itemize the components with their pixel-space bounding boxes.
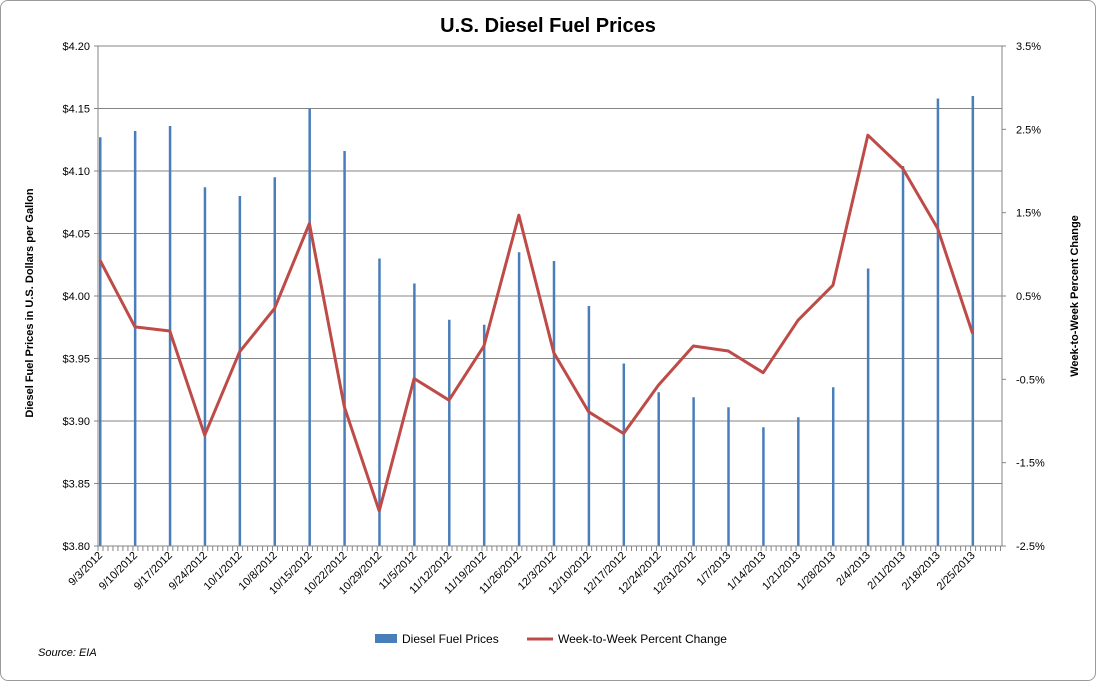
x-tick-label: 1/28/2013 <box>795 550 838 593</box>
bar <box>99 137 102 546</box>
chart-title: U.S. Diesel Fuel Prices <box>440 15 656 37</box>
y-tick-label: $3.80 <box>62 541 90 553</box>
legend-label-bar: Diesel Fuel Prices <box>402 632 499 646</box>
y-tick-label: $3.90 <box>62 416 90 428</box>
y-tick-label: $4.00 <box>62 291 90 303</box>
bar <box>762 427 765 546</box>
line-series <box>98 133 975 513</box>
bar-series <box>99 96 975 546</box>
y-tick-label: $4.10 <box>62 166 90 178</box>
bar <box>413 283 416 546</box>
bar <box>238 196 242 546</box>
bar <box>203 187 207 546</box>
series-line <box>98 133 975 513</box>
y-axis-title: Diesel Fuel Prices in U.S. Dollars per G… <box>24 188 36 418</box>
x-tick-label: 2/25/2013 <box>935 550 978 593</box>
legend-label-line: Week-to-Week Percent Change <box>558 632 727 646</box>
legend: Diesel Fuel Prices Week-to-Week Percent … <box>375 632 727 646</box>
bar <box>936 98 940 546</box>
bar <box>378 258 381 546</box>
y2-tick-label: 1.5% <box>1016 208 1041 220</box>
bar <box>343 151 346 546</box>
y2-axis-title: Week-to-Week Percent Change <box>1069 215 1081 377</box>
source-note: Source: EIA <box>38 647 97 659</box>
bar <box>866 268 870 546</box>
y2-tick-label: 2.5% <box>1016 124 1041 136</box>
bar <box>517 252 521 546</box>
y2-tick-label: -1.5% <box>1016 458 1045 470</box>
y2-tick-label: 0.5% <box>1016 291 1041 303</box>
bar <box>552 261 556 546</box>
y2-tick-label: 3.5% <box>1016 41 1041 53</box>
bar <box>587 306 591 546</box>
bar <box>797 417 800 546</box>
axes <box>94 45 1006 551</box>
bar <box>831 387 835 546</box>
y2-tick-label: -2.5% <box>1016 541 1045 553</box>
bar <box>622 363 626 546</box>
legend-swatch-bar <box>375 634 397 643</box>
y-tick-label: $4.05 <box>62 229 90 241</box>
bar <box>727 407 730 546</box>
y-tick-label: $3.95 <box>62 354 90 366</box>
bar <box>448 319 451 546</box>
bar <box>482 324 486 546</box>
bar <box>901 166 905 546</box>
bar <box>273 177 277 546</box>
y-tick-label: $3.85 <box>62 479 90 491</box>
y-tick-label: $4.20 <box>62 41 90 53</box>
bar <box>971 96 975 546</box>
bar <box>133 131 137 546</box>
bar <box>657 392 660 546</box>
bar <box>308 108 311 546</box>
y2-tick-label: -0.5% <box>1016 374 1045 386</box>
gridlines <box>98 45 1002 547</box>
y-tick-label: $4.15 <box>62 104 90 116</box>
bar <box>692 397 695 546</box>
